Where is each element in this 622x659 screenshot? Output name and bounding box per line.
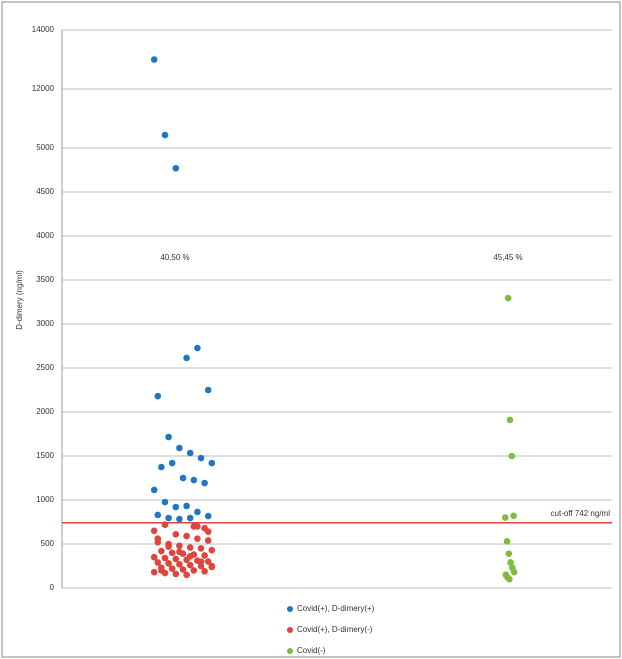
point — [165, 560, 172, 567]
point — [201, 552, 208, 559]
point — [161, 521, 169, 528]
point — [197, 454, 205, 462]
point — [158, 463, 165, 471]
point — [183, 354, 190, 362]
point — [506, 416, 514, 424]
point — [150, 56, 158, 63]
point — [176, 548, 183, 556]
y-tick-label: 4000 — [36, 231, 54, 240]
point — [150, 568, 158, 576]
point — [204, 512, 212, 520]
point — [158, 547, 165, 555]
point — [172, 164, 180, 172]
point — [158, 567, 165, 574]
point — [179, 566, 187, 573]
point — [165, 433, 172, 441]
point — [194, 344, 201, 352]
point — [208, 562, 216, 570]
y-tick-label: 3500 — [36, 275, 54, 284]
point — [501, 514, 509, 521]
point — [161, 554, 169, 562]
point — [194, 535, 201, 543]
point — [197, 558, 205, 565]
y-tick-label: 2000 — [36, 407, 54, 416]
y-tick-label: 2500 — [36, 363, 54, 372]
point — [204, 537, 212, 544]
legend-marker — [287, 606, 293, 612]
point — [150, 527, 158, 535]
y-tick-label: 0 — [50, 583, 55, 592]
point — [150, 553, 158, 561]
point — [194, 508, 201, 516]
point — [168, 565, 176, 572]
y-tick-label: 12000 — [32, 84, 55, 93]
point — [208, 546, 216, 554]
point — [154, 392, 162, 400]
point — [183, 571, 190, 579]
point — [204, 558, 212, 565]
point — [186, 553, 194, 560]
point — [201, 479, 208, 487]
annotation: 45,45 % — [493, 253, 522, 262]
point — [507, 559, 514, 566]
point — [508, 452, 516, 460]
point — [197, 545, 205, 552]
legend-label: Covid(-) — [297, 646, 326, 655]
point — [150, 486, 158, 494]
point — [183, 502, 190, 510]
legend-marker — [287, 648, 293, 654]
point — [179, 474, 187, 482]
legend-marker — [287, 627, 293, 633]
point — [204, 528, 212, 535]
point — [208, 459, 216, 467]
point — [172, 503, 180, 511]
point — [201, 567, 208, 575]
point — [186, 544, 194, 551]
point — [172, 555, 180, 563]
legend-label: Covid(+), D-dimery(+) — [297, 604, 375, 613]
point — [510, 568, 518, 576]
point — [510, 512, 517, 520]
y-tick-label: 3000 — [36, 319, 54, 328]
point — [183, 532, 190, 540]
y-tick-label: 5000 — [36, 143, 54, 152]
point — [165, 514, 172, 522]
point — [190, 476, 198, 484]
point — [168, 549, 176, 557]
point — [161, 498, 169, 506]
point — [186, 561, 194, 569]
point — [154, 511, 162, 519]
y-tick-label: 500 — [41, 539, 55, 548]
point — [186, 514, 194, 522]
point — [176, 515, 183, 523]
point — [194, 523, 201, 530]
point — [176, 560, 183, 568]
cutoff-label: cut-off 742 ng/ml — [551, 509, 611, 518]
y-tick-label: 14000 — [32, 25, 55, 34]
point — [204, 386, 212, 394]
annotation: 40,50 % — [160, 253, 189, 262]
point — [161, 131, 169, 139]
point — [154, 559, 162, 566]
point — [186, 449, 194, 457]
y-tick-label: 4500 — [36, 187, 54, 196]
point — [503, 538, 511, 545]
point — [190, 567, 198, 574]
point — [165, 543, 172, 550]
y-axis-label: D-dimery (ng/ml) — [15, 270, 24, 330]
point — [172, 570, 180, 578]
point — [172, 531, 180, 538]
point — [506, 575, 513, 583]
point — [154, 535, 162, 543]
point — [504, 294, 512, 302]
legend-label: Covid(+), D-dimery(-) — [297, 625, 373, 634]
point — [176, 542, 183, 550]
point — [176, 444, 183, 452]
point — [505, 550, 513, 557]
y-tick-label: 1500 — [36, 451, 54, 460]
y-tick-label: 1000 — [36, 495, 54, 504]
point — [168, 459, 176, 467]
